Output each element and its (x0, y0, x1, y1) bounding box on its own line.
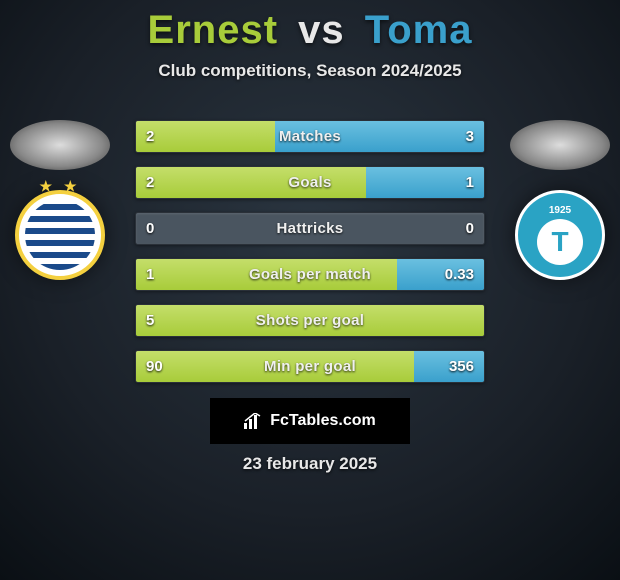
stat-label: Matches (136, 121, 484, 152)
player2-silhouette (510, 120, 610, 170)
brand-box: FcTables.com (210, 398, 410, 444)
stat-value-player1: 2 (136, 121, 164, 152)
stat-label: Hattricks (136, 213, 484, 244)
stat-row: 5Shots per goal (135, 304, 485, 337)
stat-value-player2: 3 (456, 121, 484, 152)
stat-label: Shots per goal (136, 305, 484, 336)
date-text: 23 february 2025 (0, 454, 620, 474)
subtitle: Club competitions, Season 2024/2025 (0, 61, 620, 81)
brand-text: FcTables.com (270, 412, 376, 430)
stat-row: 1 0.33Goals per match (135, 258, 485, 291)
stat-value-player2: 0.33 (435, 259, 484, 290)
stat-value-player2 (464, 305, 484, 336)
star-icon: ★ ★ (40, 178, 81, 195)
club-year: 1925 (549, 205, 571, 216)
stat-value-player2: 1 (456, 167, 484, 198)
player1-club-logo: ★ ★ (15, 190, 105, 280)
club-letter: T (537, 219, 583, 265)
stat-row: 0 0Hattricks (135, 212, 485, 245)
player2-club-logo: 1925 T (515, 190, 605, 280)
stat-label: Goals per match (136, 259, 484, 290)
stat-value-player2: 0 (456, 213, 484, 244)
stat-row: 2 1Goals (135, 166, 485, 199)
stat-label: Min per goal (136, 351, 484, 382)
stat-value-player1: 90 (136, 351, 173, 382)
player1-column: ★ ★ (0, 120, 120, 280)
stat-value-player1: 5 (136, 305, 164, 336)
stat-row: 2 3Matches (135, 120, 485, 153)
stat-label: Goals (136, 167, 484, 198)
stat-value-player2: 356 (439, 351, 484, 382)
player1-silhouette (10, 120, 110, 170)
stats-container: 23Matches21Goals00Hattricks10.33Goals pe… (135, 120, 485, 383)
stat-value-player1: 1 (136, 259, 164, 290)
stat-row: 90 356Min per goal (135, 350, 485, 383)
comparison-title: Ernest vs Toma (0, 0, 620, 53)
player2-column: 1925 T (500, 120, 620, 280)
stat-value-player1: 0 (136, 213, 164, 244)
chart-icon (244, 413, 264, 429)
player2-name: Toma (365, 8, 473, 52)
stat-value-player1: 2 (136, 167, 164, 198)
player1-name: Ernest (148, 8, 279, 52)
vs-text: vs (298, 8, 345, 52)
